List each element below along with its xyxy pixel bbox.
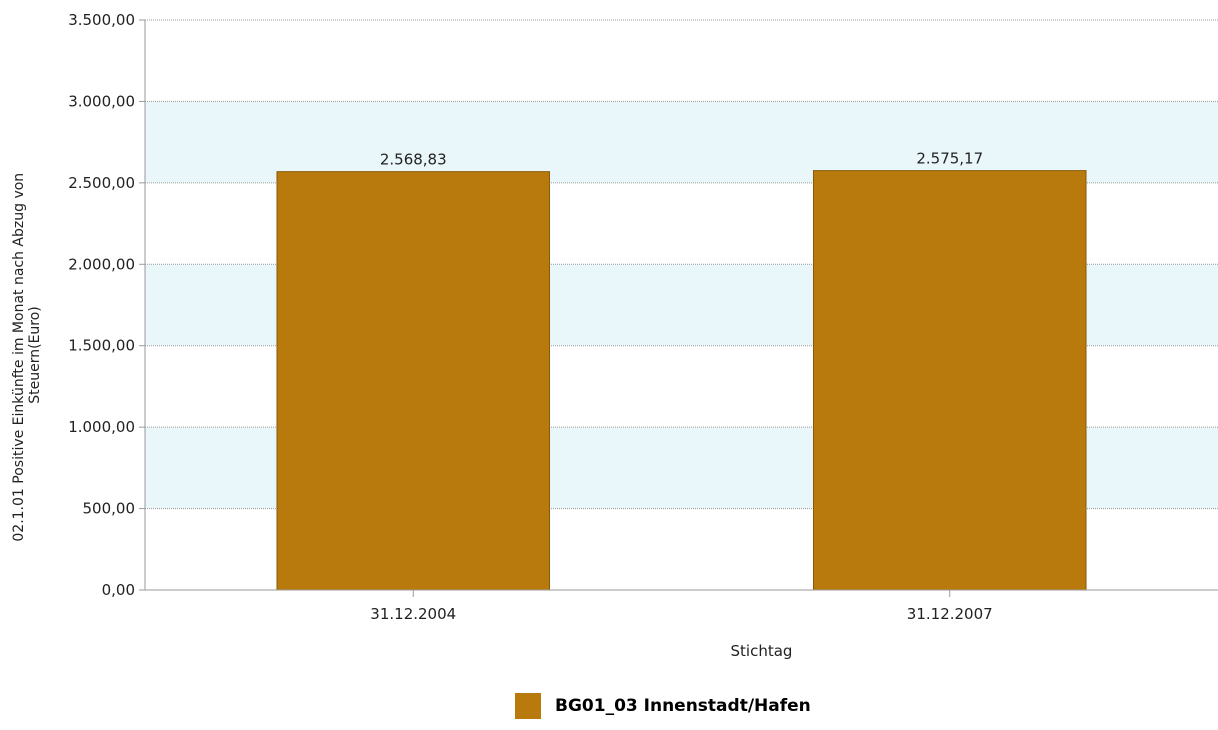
bar-value-label: 2.568,83 bbox=[380, 151, 447, 169]
bars: 2.568,83 2.575,17 bbox=[276, 150, 1087, 591]
y-tick-label: 0,00 bbox=[102, 581, 135, 599]
y-tick-label: 3.500,00 bbox=[68, 11, 135, 29]
y-axis-label: 02.1.01 Positive Einkünfte im Monat nach… bbox=[11, 168, 43, 541]
y-axis-label-line-1: 02.1.01 Positive Einkünfte im Monat nach… bbox=[11, 173, 27, 542]
bar bbox=[276, 171, 551, 591]
bar bbox=[812, 170, 1087, 591]
y-axis-ticks: 0,00 500,00 1.000,00 1.500,00 2.000,00 2.500,… bbox=[68, 11, 145, 599]
y-tick-label: 1.500,00 bbox=[68, 337, 135, 355]
legend: BG01_03 Innenstadt/Hafen bbox=[515, 693, 811, 719]
x-tick-label: 31.12.2007 bbox=[907, 605, 993, 623]
background-band bbox=[145, 101, 1218, 183]
y-tick-label: 500,00 bbox=[83, 500, 136, 518]
legend-swatch bbox=[515, 693, 541, 719]
x-axis-label: Stichtag bbox=[731, 642, 793, 660]
y-tick-label: 1.000,00 bbox=[68, 418, 135, 436]
y-axis-label-line-2: Steuern(Euro) bbox=[27, 306, 43, 404]
legend-label: BG01_03 Innenstadt/Hafen bbox=[555, 696, 811, 716]
y-tick-label: 2.000,00 bbox=[68, 255, 135, 273]
x-tick-label: 31.12.2004 bbox=[370, 605, 456, 623]
bar-value-label: 2.575,17 bbox=[916, 150, 983, 168]
x-axis-ticks: 31.12.2004 31.12.2007 bbox=[370, 590, 993, 623]
y-tick-label: 3.000,00 bbox=[68, 92, 135, 110]
y-tick-label: 2.500,00 bbox=[68, 174, 135, 192]
